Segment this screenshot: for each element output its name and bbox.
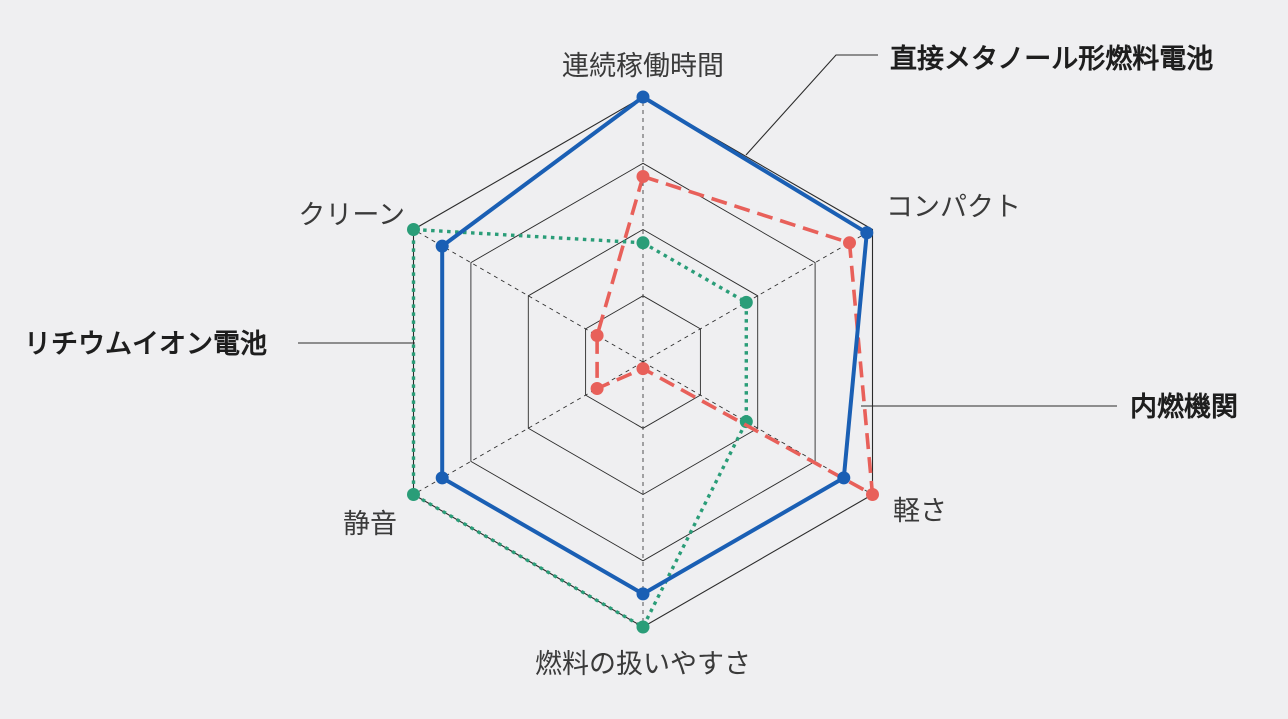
series-2-point-3 (636, 620, 650, 634)
series-2-point-1 (739, 295, 753, 309)
legend-leader-lines (298, 54, 1117, 407)
series-0-point-1 (860, 226, 874, 240)
series-0-point-0 (636, 90, 650, 104)
axis-label-clean: クリーン (298, 200, 405, 231)
series-1-point-0 (636, 170, 650, 183)
series-2-point-4 (407, 488, 420, 501)
series-1-point-2 (866, 488, 879, 501)
series-1-point-4 (590, 382, 604, 395)
series-0-point-5 (435, 239, 449, 253)
series-line-2 (411, 227, 748, 629)
series-2-point-5 (407, 223, 420, 236)
grid-ring-3 (470, 162, 816, 562)
series-1-point-3 (636, 362, 650, 376)
legend-label-methanol-fuel-cell: 直接メタノール形燃料電池 (890, 44, 1213, 75)
leader-methanol-fuel-cell (745, 54, 878, 156)
axis-label-quietness: 静音 (343, 509, 397, 540)
series-1-point-5 (590, 329, 604, 342)
legend-label-internal-combustion: 内燃機関 (1130, 392, 1238, 423)
legend-label-lithium-ion: リチウムイオン電池 (24, 329, 267, 360)
series-0-point-4 (435, 471, 449, 485)
radar-series-layer (407, 90, 879, 634)
axis-label-fuel-handling: 燃料の扱いやすさ (535, 649, 751, 680)
series-2-point-2 (739, 415, 753, 429)
axis-label-lightness: 軽さ (893, 496, 947, 527)
series-1-point-1 (843, 236, 856, 250)
series-0-point-2 (837, 471, 851, 485)
axis-label-continuous-operation: 連続稼働時間 (562, 51, 724, 82)
series-line-0 (440, 95, 869, 596)
grid-ring-2 (527, 228, 759, 496)
series-2-point-0 (636, 236, 650, 250)
axis-label-compact: コンパクト (886, 192, 1021, 223)
series-0-point-3 (636, 587, 650, 601)
